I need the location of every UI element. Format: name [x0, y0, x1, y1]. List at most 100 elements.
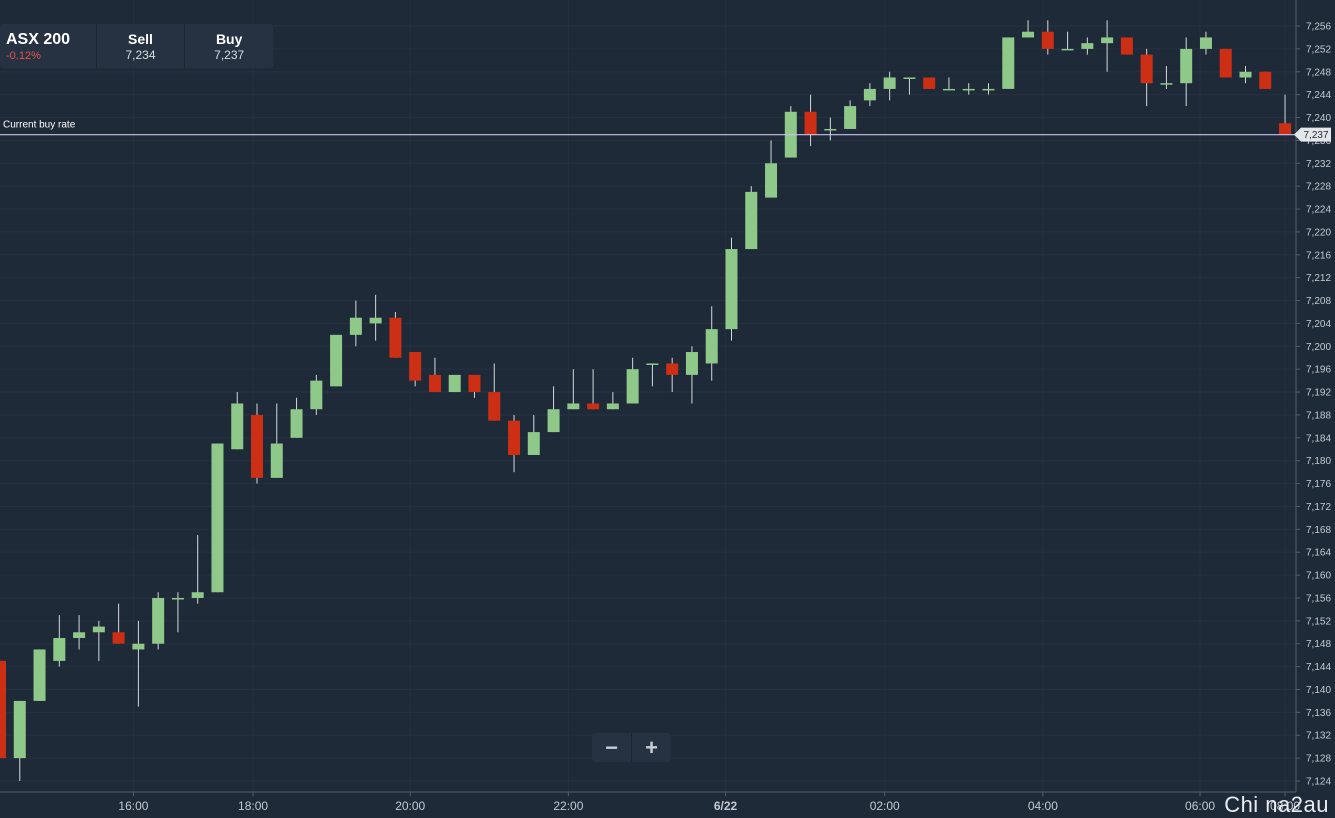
candle-body-down: [1120, 37, 1133, 55]
candle-body-down: [1279, 123, 1292, 135]
candle-body-up: [942, 88, 955, 91]
candle-body-up: [646, 363, 659, 365]
x-tick-label: 22:00: [553, 799, 583, 813]
candle-body-down: [1140, 54, 1153, 84]
candle-body-up: [626, 369, 639, 404]
candle-body-down: [1041, 31, 1054, 49]
y-tick-label: 7,148: [1306, 639, 1331, 650]
candle-body-up: [824, 128, 837, 131]
y-tick-label: 7,228: [1306, 182, 1331, 193]
candle-body-down: [468, 374, 481, 393]
candle-body-up: [53, 638, 66, 661]
y-tick-label: 7,164: [1306, 548, 1331, 559]
candle-body-up: [745, 191, 758, 250]
candle-body-up: [152, 597, 165, 644]
candle-body-up: [863, 88, 876, 101]
y-tick-label: 7,144: [1306, 662, 1331, 673]
y-tick-label: 7,248: [1306, 67, 1331, 78]
candle-body-up: [211, 443, 224, 593]
candle-body-up: [1199, 37, 1212, 49]
candle-body-up: [1239, 71, 1252, 78]
candle-body-up: [231, 403, 244, 450]
current-rate-value: 7,237: [1303, 130, 1328, 141]
candle-body-up: [1002, 37, 1015, 89]
y-tick-label: 7,252: [1306, 44, 1331, 55]
y-tick-label: 7,156: [1306, 593, 1331, 604]
candle-body-up: [606, 403, 619, 410]
candle-body-up: [171, 597, 184, 600]
y-tick-label: 7,212: [1306, 273, 1331, 284]
y-tick-label: 7,124: [1306, 777, 1331, 788]
candle-body-down: [508, 420, 521, 455]
price-change: -0.12%: [6, 49, 41, 62]
y-tick-label: 7,220: [1306, 227, 1331, 238]
candle-body-up: [765, 163, 778, 198]
candle-body-up: [310, 380, 323, 410]
x-tick-label: 18:00: [238, 799, 268, 813]
candle-body-up: [73, 632, 86, 639]
buy-price: 7,237: [214, 47, 245, 62]
candle-body-up: [705, 329, 718, 364]
candle-body-up: [33, 649, 46, 701]
y-tick-label: 7,176: [1306, 479, 1331, 490]
zoom-out-button[interactable]: −: [592, 733, 632, 762]
candle-body-up: [685, 352, 698, 375]
candle-body-up: [903, 77, 916, 79]
candle-body-up: [132, 643, 145, 650]
candle-body-up: [725, 249, 738, 330]
current-rate-label: Current buy rate: [3, 120, 76, 131]
candle-body-up: [527, 432, 540, 455]
y-tick-label: 7,152: [1306, 616, 1331, 627]
x-tick-label: 08:00: [1270, 799, 1300, 813]
y-tick-label: 7,132: [1306, 731, 1331, 742]
candle-body-up: [883, 77, 896, 89]
sell-label: Sell: [128, 30, 153, 47]
y-tick-label: 7,216: [1306, 250, 1331, 261]
y-tick-label: 7,208: [1306, 296, 1331, 307]
y-tick-label: 7,140: [1306, 685, 1331, 696]
candle-body-up: [1022, 31, 1035, 38]
candle-body-up: [547, 409, 560, 433]
candle-body-up: [1101, 37, 1114, 44]
y-tick-label: 7,256: [1306, 22, 1331, 33]
ticker-panel[interactable]: ASX 200 -0.12% Sell 7,234 Buy 7,237: [0, 24, 273, 68]
candle-body-up: [982, 88, 995, 91]
y-tick-label: 7,168: [1306, 525, 1331, 536]
y-tick-label: 7,232: [1306, 159, 1331, 170]
x-tick-label: 06:00: [1185, 799, 1215, 813]
candle-body-up: [270, 443, 283, 478]
candle-body-up: [330, 334, 343, 387]
y-tick-label: 7,204: [1306, 319, 1331, 330]
candle-body-up: [13, 700, 26, 759]
buy-button[interactable]: Buy 7,237: [185, 24, 273, 68]
x-tick-label: 6/22: [714, 799, 738, 813]
candle-body-down: [804, 111, 817, 135]
y-tick-label: 7,196: [1306, 365, 1331, 376]
candle-body-down: [587, 403, 600, 410]
instrument-name: ASX 200: [6, 30, 71, 48]
candle-body-up: [567, 403, 580, 410]
candle-body-down: [389, 317, 402, 358]
candle-body-up: [448, 374, 461, 393]
instrument-info[interactable]: ASX 200 -0.12%: [0, 24, 97, 68]
candle-body-up: [191, 592, 204, 598]
candle-body-up: [92, 626, 105, 633]
y-tick-label: 7,244: [1306, 90, 1331, 101]
y-tick-label: 7,200: [1306, 342, 1331, 353]
x-tick-label: 20:00: [395, 799, 425, 813]
sell-button[interactable]: Sell 7,234: [97, 24, 186, 68]
current-rate-badge: [1294, 127, 1331, 142]
candle-body-down: [488, 392, 501, 421]
y-tick-label: 7,128: [1306, 754, 1331, 765]
zoom-controls: − +: [592, 733, 671, 762]
candle-body-up: [844, 106, 857, 129]
zoom-in-button[interactable]: +: [645, 734, 658, 760]
x-tick-label: 04:00: [1028, 799, 1058, 813]
candle-body-up: [1081, 43, 1094, 49]
candle-body-down: [251, 414, 264, 478]
candle-body-up: [1180, 48, 1193, 84]
candle-body-up: [290, 409, 303, 438]
candle-body-down: [666, 363, 679, 375]
